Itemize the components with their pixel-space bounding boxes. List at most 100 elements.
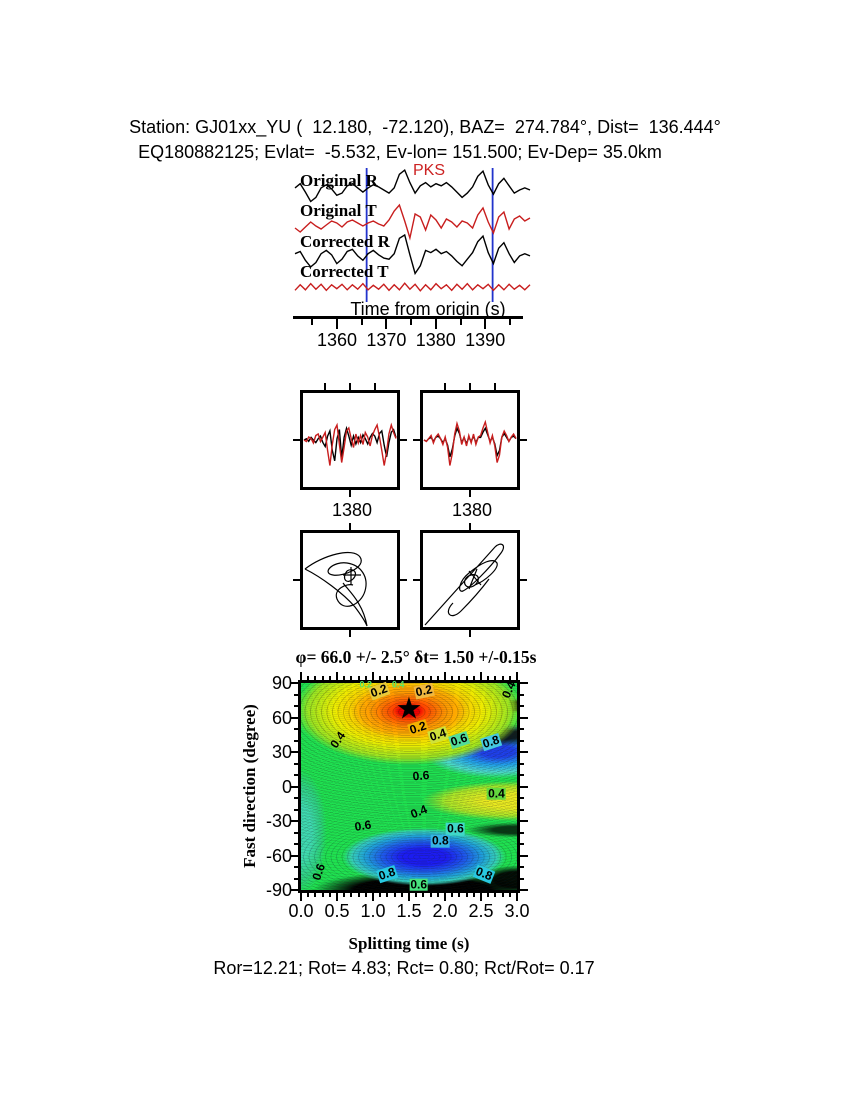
time-axis-tick (459, 319, 462, 325)
contour-x-tick-label: 2.5 (468, 901, 494, 921)
contour-value-label: 0.2 (367, 681, 390, 701)
contour-right-tick (520, 889, 528, 891)
contour-title: φ= 66.0 +/- 2.5° δt= 1.50 +/-0.15s (295, 647, 537, 667)
time-axis-line (293, 316, 523, 319)
contour-bottom-tick (436, 893, 439, 897)
box-tick (469, 630, 471, 637)
box-tick (413, 579, 420, 581)
contour-right-tick (520, 739, 524, 742)
contour-right-tick (520, 820, 528, 822)
contour-y-tick-label: -60 (265, 845, 292, 866)
contour-top-tick (300, 672, 302, 680)
time-axis-tick (484, 319, 487, 329)
trace-label-corrected-t: Corrected T (300, 262, 389, 281)
contour-top-tick (422, 676, 425, 680)
box-tick (293, 579, 300, 581)
contour-bottom-tick (408, 893, 410, 901)
contour-value-label: 0.6 (411, 768, 430, 784)
window-waveform-left-plot (303, 422, 397, 466)
time-tick-label: 1390 (465, 330, 506, 350)
window-waveform (303, 422, 397, 466)
contour-top-tick (508, 676, 511, 680)
box-tick (520, 439, 527, 441)
contour-left-tick (294, 797, 298, 799)
contour-top-tick (408, 672, 410, 680)
box-tick (413, 439, 420, 441)
contour-top-tick (328, 676, 331, 680)
contour-bottom-tick (393, 893, 396, 897)
contour-left-tick (290, 751, 298, 753)
seismogram-trace (294, 233, 531, 276)
window-waveform-right-plot (423, 419, 517, 466)
contour-x-tick-label: 1.5 (396, 901, 422, 921)
contour-y-tick-label: 90 (271, 673, 292, 693)
contour-top-tick (487, 676, 490, 680)
contour-left-tick (290, 682, 298, 684)
contour-bottom-tick (379, 893, 382, 897)
box-tick (349, 630, 351, 637)
contour-y-tick-label: 0 (281, 776, 292, 797)
window-right-tick-label: 1380 (451, 500, 493, 520)
contour-y-tick-label: 60 (271, 707, 292, 728)
contour-value-label: 0.8 (430, 834, 450, 849)
box-tick (349, 523, 351, 530)
box-tick (494, 383, 496, 390)
contour-bottom-tick (465, 893, 468, 897)
contour-bottom-tick (343, 893, 346, 897)
time-axis-tick (385, 319, 388, 329)
contour-top-tick (415, 676, 418, 680)
contour-top-tick (350, 676, 353, 680)
contour-bottom-tick (480, 893, 482, 901)
contour-top-tick (364, 676, 367, 680)
contour-top-tick (379, 676, 382, 680)
contour-right-tick (520, 785, 528, 788)
contour-left-tick (290, 716, 298, 719)
contour-left-tick (294, 866, 298, 868)
contour-left-tick (294, 831, 298, 834)
contour-right-tick (520, 831, 524, 834)
contour-right-tick (520, 751, 528, 753)
contour-bottom-tick (350, 893, 353, 897)
contour-right-tick (520, 866, 524, 868)
contour-left-tick (290, 785, 298, 788)
contour-x-tick-label: 2.0 (432, 901, 458, 921)
time-axis-tick (360, 319, 363, 325)
box-tick (349, 490, 351, 497)
box-tick (349, 383, 351, 390)
box-tick (520, 579, 527, 581)
contour-top-tick (400, 676, 403, 680)
contour-top-tick (386, 676, 389, 680)
time-axis-tick (434, 319, 437, 329)
contour-left-tick (290, 820, 298, 822)
contour-right-tick (520, 682, 528, 684)
result-stats-line: Ror=12.21; Rot= 4.83; Rct= 0.80; Rct/Rot… (213, 958, 595, 978)
contour-right-tick (520, 762, 524, 765)
contour-bottom-tick (501, 893, 504, 897)
particle-motion-box-original (300, 530, 400, 630)
contour-bottom-tick (422, 893, 425, 897)
contour-bottom-tick (307, 893, 310, 897)
contour-x-tick-label: 3.0 (504, 901, 530, 921)
contour-left-tick (294, 774, 298, 776)
contour-top-tick (314, 676, 317, 680)
contour-top-tick (480, 672, 482, 680)
contour-top-tick (458, 676, 461, 680)
contour-top-tick (357, 676, 360, 680)
trace-label-original-t: Original T (300, 201, 377, 220)
time-tick-label: 1360 (316, 330, 358, 350)
contour-right-tick (520, 705, 524, 707)
station-info-line: Station: GJ01xx_YU ( 12.180, -72.120), B… (129, 117, 721, 137)
contour-bottom-tick (400, 893, 403, 897)
contour-top-tick (343, 676, 346, 680)
contour-bottom-tick (300, 893, 302, 901)
contour-left-tick (294, 705, 298, 707)
contour-bottom-tick (516, 893, 518, 901)
contour-value-label: 0.6 (447, 730, 470, 749)
contour-left-tick (294, 877, 298, 880)
contour-top-tick (501, 676, 504, 680)
event-info-line: EQ180882125; Evlat= -5.532, Ev-lon= 151.… (138, 142, 662, 162)
window-waveform-box-right (420, 390, 520, 490)
contour-bottom-tick (494, 893, 497, 897)
particle-motion-original-plot (304, 551, 368, 627)
